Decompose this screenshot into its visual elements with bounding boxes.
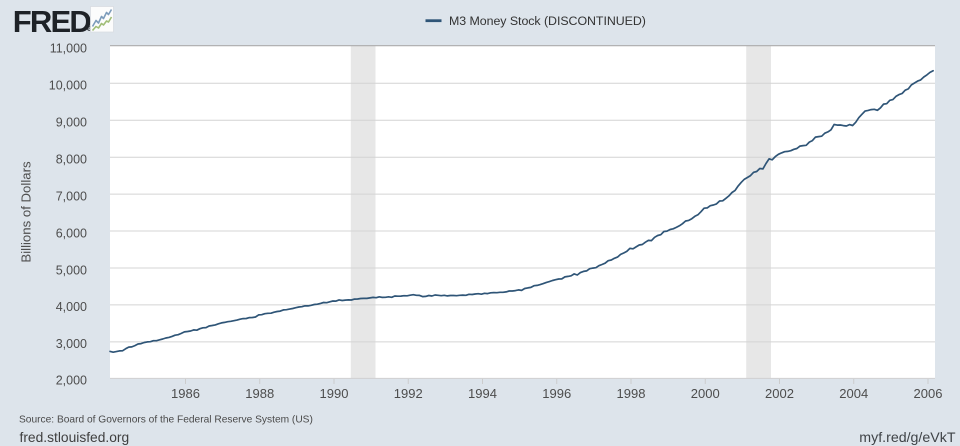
svg-text:2006: 2006 (914, 386, 943, 401)
svg-text:Source: Board of Governors of: Source: Board of Governors of the Federa… (19, 415, 313, 426)
svg-text:1986: 1986 (171, 386, 200, 401)
svg-text:1988: 1988 (245, 386, 274, 401)
svg-text:4,000: 4,000 (56, 300, 87, 314)
svg-text:fred.stlouisfed.org: fred.stlouisfed.org (20, 430, 130, 445)
svg-text:1990: 1990 (320, 386, 349, 401)
svg-text:11,000: 11,000 (50, 41, 87, 55)
svg-text:1992: 1992 (394, 386, 423, 401)
svg-text:7,000: 7,000 (56, 189, 87, 203)
svg-text:FRED: FRED (13, 4, 92, 39)
svg-text:myf.red/g/eVkT: myf.red/g/eVkT (859, 430, 956, 446)
svg-text:2,000: 2,000 (56, 374, 87, 388)
svg-text:1994: 1994 (468, 386, 497, 401)
svg-text:10,000: 10,000 (49, 79, 87, 93)
svg-text:R: R (88, 26, 91, 31)
svg-text:2004: 2004 (839, 386, 868, 401)
svg-text:8,000: 8,000 (56, 153, 87, 167)
svg-text:9,000: 9,000 (56, 116, 87, 130)
svg-text:M3 Money Stock (DISCONTINUED): M3 Money Stock (DISCONTINUED) (449, 14, 646, 28)
svg-text:2000: 2000 (691, 386, 720, 401)
svg-text:1998: 1998 (617, 386, 646, 401)
svg-text:Billions of Dollars: Billions of Dollars (19, 161, 34, 263)
svg-text:3,000: 3,000 (56, 337, 87, 351)
svg-text:1996: 1996 (542, 386, 571, 401)
svg-text:6,000: 6,000 (56, 226, 87, 240)
svg-text:2002: 2002 (765, 386, 794, 401)
svg-text:5,000: 5,000 (56, 263, 87, 277)
